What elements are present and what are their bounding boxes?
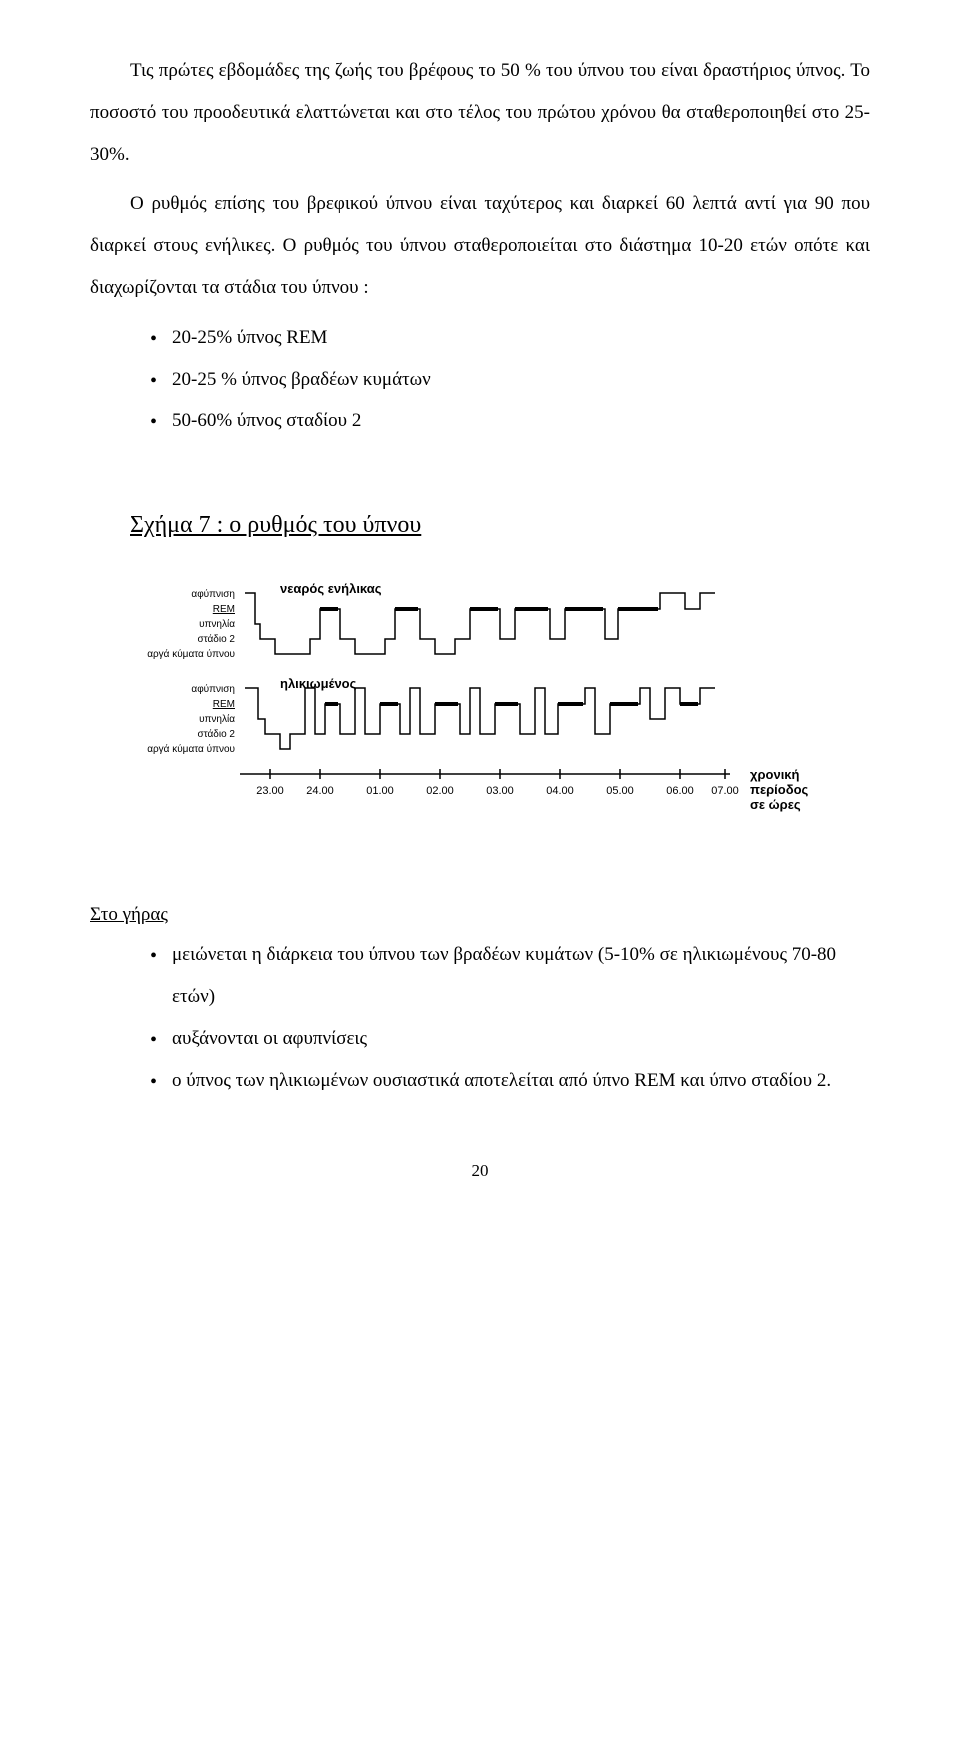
x-axis-label-line1: χρονική bbox=[750, 767, 800, 782]
figure-caption: Σχήμα 7 : ο ρυθμός του ύπνου bbox=[130, 512, 870, 539]
list-item: ο ύπνος των ηλικιωμένων ουσιαστικά αποτε… bbox=[150, 1060, 870, 1102]
y-label: υπνηλία bbox=[199, 618, 235, 630]
x-tick-label: 24.00 bbox=[306, 785, 334, 797]
y-label: στάδιο 2 bbox=[198, 728, 236, 740]
y-label: REM bbox=[213, 699, 235, 710]
x-tick-label: 23.00 bbox=[256, 785, 284, 797]
x-tick-label: 03.00 bbox=[486, 785, 514, 797]
elderly-trace bbox=[245, 688, 715, 749]
list-item: 20-25 % ύπνος βραδέων κυμάτων bbox=[150, 359, 870, 401]
paragraph-1: Τις πρώτες εβδομάδες της ζωής του βρέφου… bbox=[90, 50, 870, 175]
list-item: 20-25% ύπνος REM bbox=[150, 317, 870, 359]
y-label: αφύπνιση bbox=[191, 683, 235, 695]
young-adult-trace bbox=[245, 593, 715, 654]
sleep-rhythm-chart: αφύπνιση REM υπνηλία στάδιο 2 αργά κύματ… bbox=[140, 579, 820, 844]
y-label: υπνηλία bbox=[199, 713, 235, 725]
x-tick-label: 01.00 bbox=[366, 785, 394, 797]
page-number: 20 bbox=[90, 1161, 870, 1181]
y-label: αργά κύματα ύπνου bbox=[147, 743, 235, 755]
x-axis-label-line3: σε ώρες bbox=[750, 797, 801, 812]
paragraph-2: Ο ρυθμός επίσης του βρεφικού ύπνου είναι… bbox=[90, 183, 870, 308]
x-tick-label: 06.00 bbox=[666, 785, 694, 797]
x-tick-label: 05.00 bbox=[606, 785, 634, 797]
list-item: μειώνεται η διάρκεια του ύπνου των βραδέ… bbox=[150, 934, 870, 1018]
x-tick-label: 04.00 bbox=[546, 785, 574, 797]
x-axis-label-line2: περίοδος bbox=[750, 782, 809, 797]
list-item: αυξάνονται οι αφυπνίσεις bbox=[150, 1018, 870, 1060]
x-tick-label: 07.00 bbox=[711, 785, 739, 797]
section-heading-aging: Στο γήρας bbox=[90, 904, 870, 926]
x-tick-label: 02.00 bbox=[426, 785, 454, 797]
y-label: αφύπνιση bbox=[191, 588, 235, 600]
bullet-list-2: μειώνεται η διάρκεια του ύπνου των βραδέ… bbox=[150, 934, 870, 1101]
series-title-1: νεαρός ενήλικας bbox=[280, 581, 382, 596]
y-label: αργά κύματα ύπνου bbox=[147, 648, 235, 660]
series-title-2: ηλικιωμένος bbox=[280, 676, 357, 691]
y-label: στάδιο 2 bbox=[198, 633, 236, 645]
chart-svg: αφύπνιση REM υπνηλία στάδιο 2 αργά κύματ… bbox=[140, 579, 820, 839]
bullet-list-1: 20-25% ύπνος REM 20-25 % ύπνος βραδέων κ… bbox=[150, 317, 870, 442]
list-item: 50-60% ύπνος σταδίου 2 bbox=[150, 400, 870, 442]
y-label: REM bbox=[213, 604, 235, 615]
